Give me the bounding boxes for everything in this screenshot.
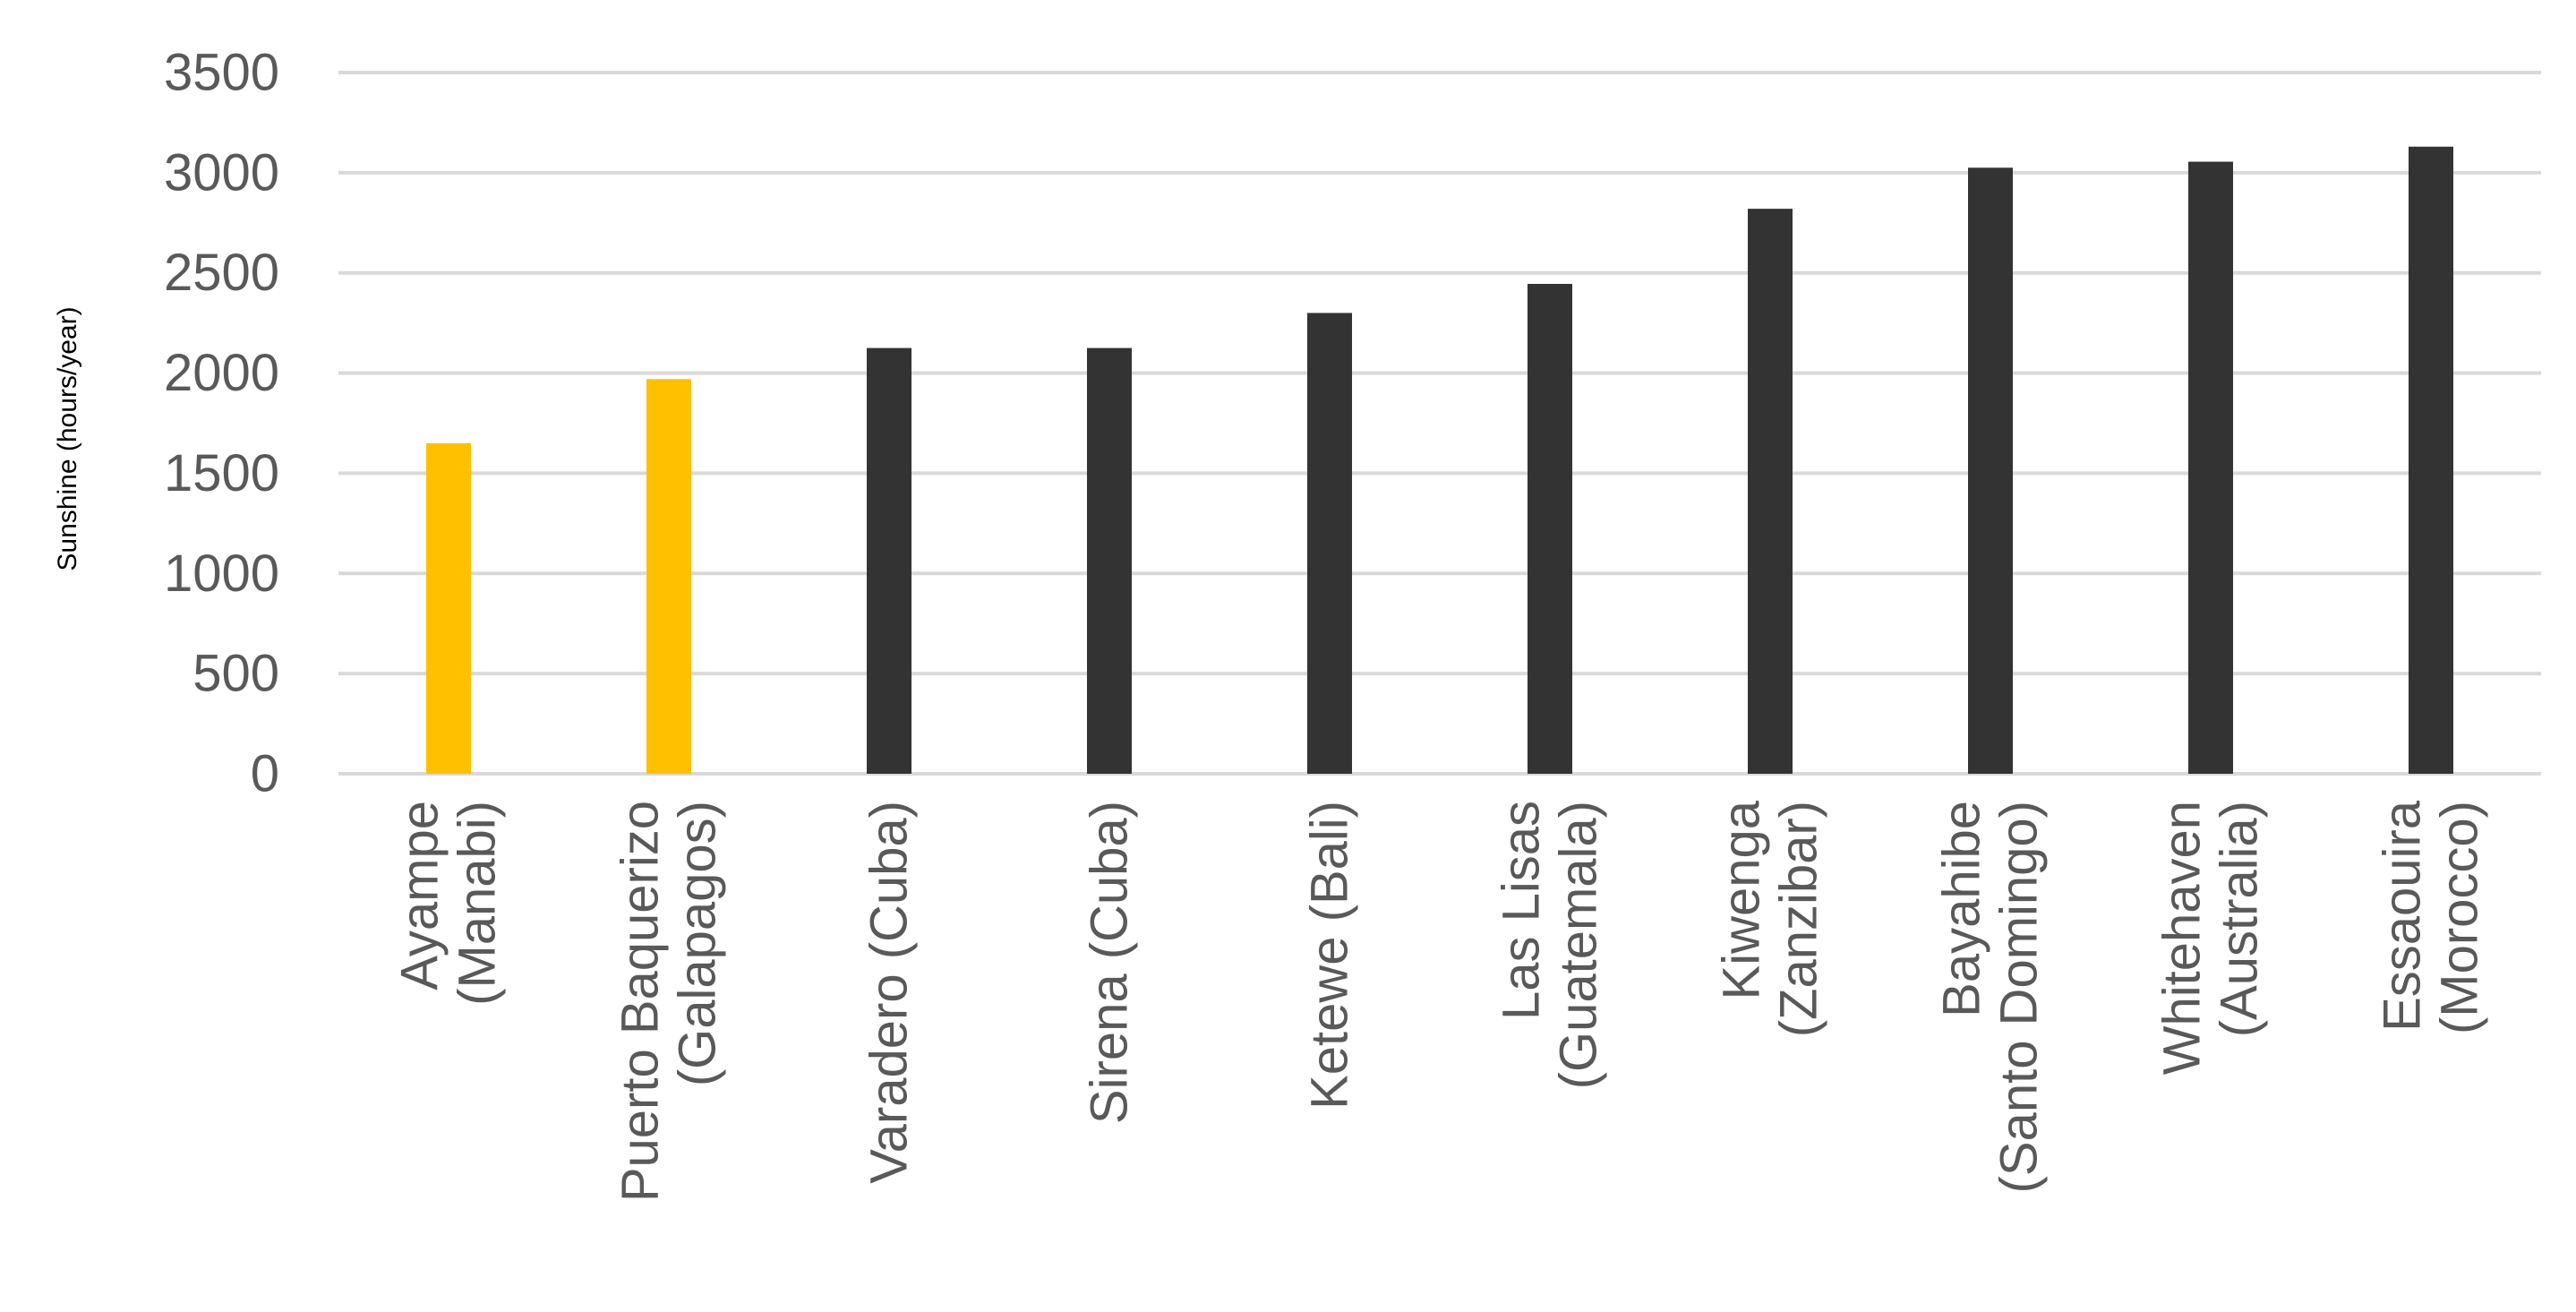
bar-9 [2188, 161, 2233, 774]
x-tick-label-9-line-1: Whitehaven [2153, 801, 2212, 1075]
y-tick-label-2000: 2000 [164, 344, 279, 402]
x-tick-label-2: Puerto Baquerizo (Galapagos) [612, 801, 727, 1202]
bar-6 [1528, 284, 1572, 775]
x-tick-label-9-line-2: (Australia) [2211, 801, 2269, 1037]
y-tick-label-500: 500 [193, 645, 279, 703]
x-tick-label-8-line-2: (Santo Domingo) [1990, 801, 2049, 1193]
x-tick-label-7-line-2: (Zanzibar) [1770, 801, 1828, 1037]
x-tick-label-3-line-1: Varadero (Cuba) [860, 801, 919, 1184]
x-tick-label-4-line-1: Sirena (Cuba) [1081, 801, 1139, 1124]
bar-5 [1307, 313, 1352, 774]
x-tick-label-3: Varadero (Cuba) [860, 801, 919, 1184]
x-tick-label-7: Kiwenga (Zanzibar) [1713, 800, 1828, 1037]
x-tick-label-7-line-1: Kiwenga [1713, 800, 1771, 999]
bar-4 [1087, 347, 1132, 774]
x-tick-label-2-line-1: Puerto Baquerizo [612, 801, 670, 1202]
x-tick-label-2-line-2: (Galapagos) [669, 801, 727, 1086]
x-tick-label-6-line-1: Las Lisas [1493, 801, 1551, 1020]
x-tick-label-10-line-1: Essaouira [2374, 800, 2432, 1032]
x-tick-label-8: Bayahibe (Santo Domingo) [1933, 801, 2049, 1193]
bar-8 [1968, 167, 2013, 774]
x-tick-label-1-line-1: Ayampe [391, 801, 449, 990]
grid-layer [338, 71, 2541, 776]
bars [426, 146, 2453, 775]
x-tick-label-10-line-2: (Morocco) [2431, 801, 2489, 1034]
y-axis-label: Sunshine (hours/year) [53, 306, 82, 570]
y-axis-tick-labels: 0 500 1000 1500 2000 2500 3000 3500 [164, 44, 279, 803]
y-tick-label-3500: 3500 [164, 44, 279, 102]
y-tick-label-1000: 1000 [164, 545, 279, 603]
x-tick-label-5-line-1: Ketewe (Bali) [1301, 801, 1359, 1110]
y-tick-label-1500: 1500 [164, 444, 279, 502]
bar-2 [646, 379, 691, 774]
x-tick-label-8-line-1: Bayahibe [1933, 801, 1991, 1017]
y-tick-label-0: 0 [251, 745, 279, 803]
y-tick-label-2500: 2500 [164, 244, 279, 302]
x-tick-label-1: Ayampe (Manabi) [391, 801, 507, 1006]
x-tick-label-6: Las Lisas (Guatemala) [1493, 801, 1608, 1089]
x-tick-label-5: Ketewe (Bali) [1301, 801, 1359, 1110]
y-tick-label-3000: 3000 [164, 143, 279, 202]
bar-10 [2409, 146, 2453, 774]
x-tick-label-9: Whitehaven (Australia) [2153, 801, 2269, 1075]
bar-1 [426, 442, 471, 774]
x-tick-label-4: Sirena (Cuba) [1081, 801, 1139, 1124]
bar-3 [867, 347, 911, 774]
x-axis-tick-labels: Ayampe (Manabi) Puerto Baquerizo (Galapagos… [391, 800, 2489, 1202]
x-tick-label-10: Essaouira (Morocco) [2374, 800, 2489, 1034]
x-tick-label-1-line-2: (Manabi) [449, 801, 507, 1006]
bar-7 [1748, 209, 1793, 774]
x-tick-label-6-line-2: (Guatemala) [1550, 801, 1608, 1089]
